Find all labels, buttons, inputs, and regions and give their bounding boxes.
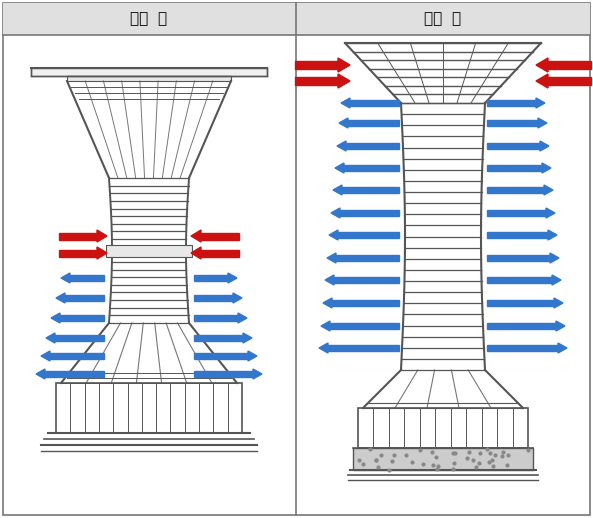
Bar	[358, 408, 528, 448]
Polygon shape	[191, 230, 201, 242]
Bar	[55, 335, 104, 341]
Polygon shape	[338, 74, 350, 88]
Polygon shape	[544, 185, 553, 195]
Bar	[342, 187, 399, 193]
Polygon shape	[243, 333, 252, 343]
Polygon shape	[41, 351, 50, 361]
Bar	[295, 77, 338, 85]
Bar	[70, 275, 104, 281]
Bar	[106, 244, 192, 256]
Bar	[487, 100, 536, 106]
Polygon shape	[337, 141, 346, 151]
Bar	[194, 275, 228, 281]
Polygon shape	[97, 230, 107, 242]
Bar	[332, 300, 399, 306]
Polygon shape	[548, 230, 557, 240]
Bar	[56, 383, 242, 433]
Bar	[353, 448, 533, 470]
Text: 밖경  후: 밖경 후	[425, 11, 461, 26]
Bar	[487, 210, 546, 216]
Polygon shape	[542, 163, 551, 173]
Polygon shape	[51, 313, 60, 323]
Bar	[487, 143, 540, 149]
Polygon shape	[327, 253, 336, 263]
Polygon shape	[333, 185, 342, 195]
Polygon shape	[540, 141, 549, 151]
Polygon shape	[335, 163, 344, 173]
Polygon shape	[321, 321, 330, 331]
Polygon shape	[233, 293, 242, 303]
Bar	[487, 165, 542, 171]
Polygon shape	[46, 333, 55, 343]
Polygon shape	[319, 343, 328, 353]
Polygon shape	[61, 273, 70, 283]
Bar	[60, 315, 104, 321]
Bar	[340, 210, 399, 216]
Bar	[194, 295, 233, 301]
Bar	[344, 165, 399, 171]
Bar	[59, 233, 97, 239]
Bar	[487, 345, 558, 351]
Bar	[334, 277, 399, 283]
Polygon shape	[538, 118, 547, 128]
Bar	[328, 345, 399, 351]
Polygon shape	[558, 343, 567, 353]
Polygon shape	[536, 98, 545, 108]
Bar	[31, 68, 267, 76]
Polygon shape	[191, 247, 201, 259]
Bar	[336, 255, 399, 261]
Bar	[487, 187, 544, 193]
Polygon shape	[556, 321, 565, 331]
Polygon shape	[331, 208, 340, 218]
Text: 밖경  전: 밖경 전	[130, 11, 168, 26]
Bar	[194, 371, 253, 377]
Bar	[194, 353, 248, 359]
Bar	[330, 323, 399, 329]
Polygon shape	[36, 369, 45, 379]
Polygon shape	[56, 293, 65, 303]
Bar	[487, 232, 548, 238]
Polygon shape	[550, 253, 559, 263]
Polygon shape	[536, 74, 548, 88]
Polygon shape	[97, 247, 107, 259]
Bar	[487, 277, 552, 283]
Bar	[350, 100, 399, 106]
Bar	[487, 255, 550, 261]
Bar	[487, 323, 556, 329]
Bar	[67, 76, 231, 81]
Polygon shape	[228, 273, 237, 283]
Bar	[487, 120, 538, 126]
Bar	[45, 371, 104, 377]
Polygon shape	[341, 98, 350, 108]
Bar	[296, 3, 590, 35]
Bar	[59, 250, 97, 256]
Bar	[346, 143, 399, 149]
Polygon shape	[546, 208, 555, 218]
Bar	[548, 61, 591, 69]
Polygon shape	[339, 118, 348, 128]
Bar	[194, 335, 243, 341]
Polygon shape	[325, 275, 334, 285]
Polygon shape	[536, 58, 548, 72]
Polygon shape	[323, 298, 332, 308]
Bar	[194, 315, 238, 321]
Polygon shape	[329, 230, 338, 240]
Bar	[338, 232, 399, 238]
Polygon shape	[552, 275, 561, 285]
Bar	[295, 61, 338, 69]
Polygon shape	[238, 313, 247, 323]
Polygon shape	[554, 298, 563, 308]
Bar	[201, 250, 239, 256]
Bar	[548, 77, 591, 85]
Polygon shape	[248, 351, 257, 361]
Bar	[50, 353, 104, 359]
Bar	[348, 120, 399, 126]
Bar	[3, 3, 296, 35]
Polygon shape	[253, 369, 262, 379]
Polygon shape	[338, 58, 350, 72]
Bar	[65, 295, 104, 301]
Bar	[201, 233, 239, 239]
Bar	[487, 300, 554, 306]
